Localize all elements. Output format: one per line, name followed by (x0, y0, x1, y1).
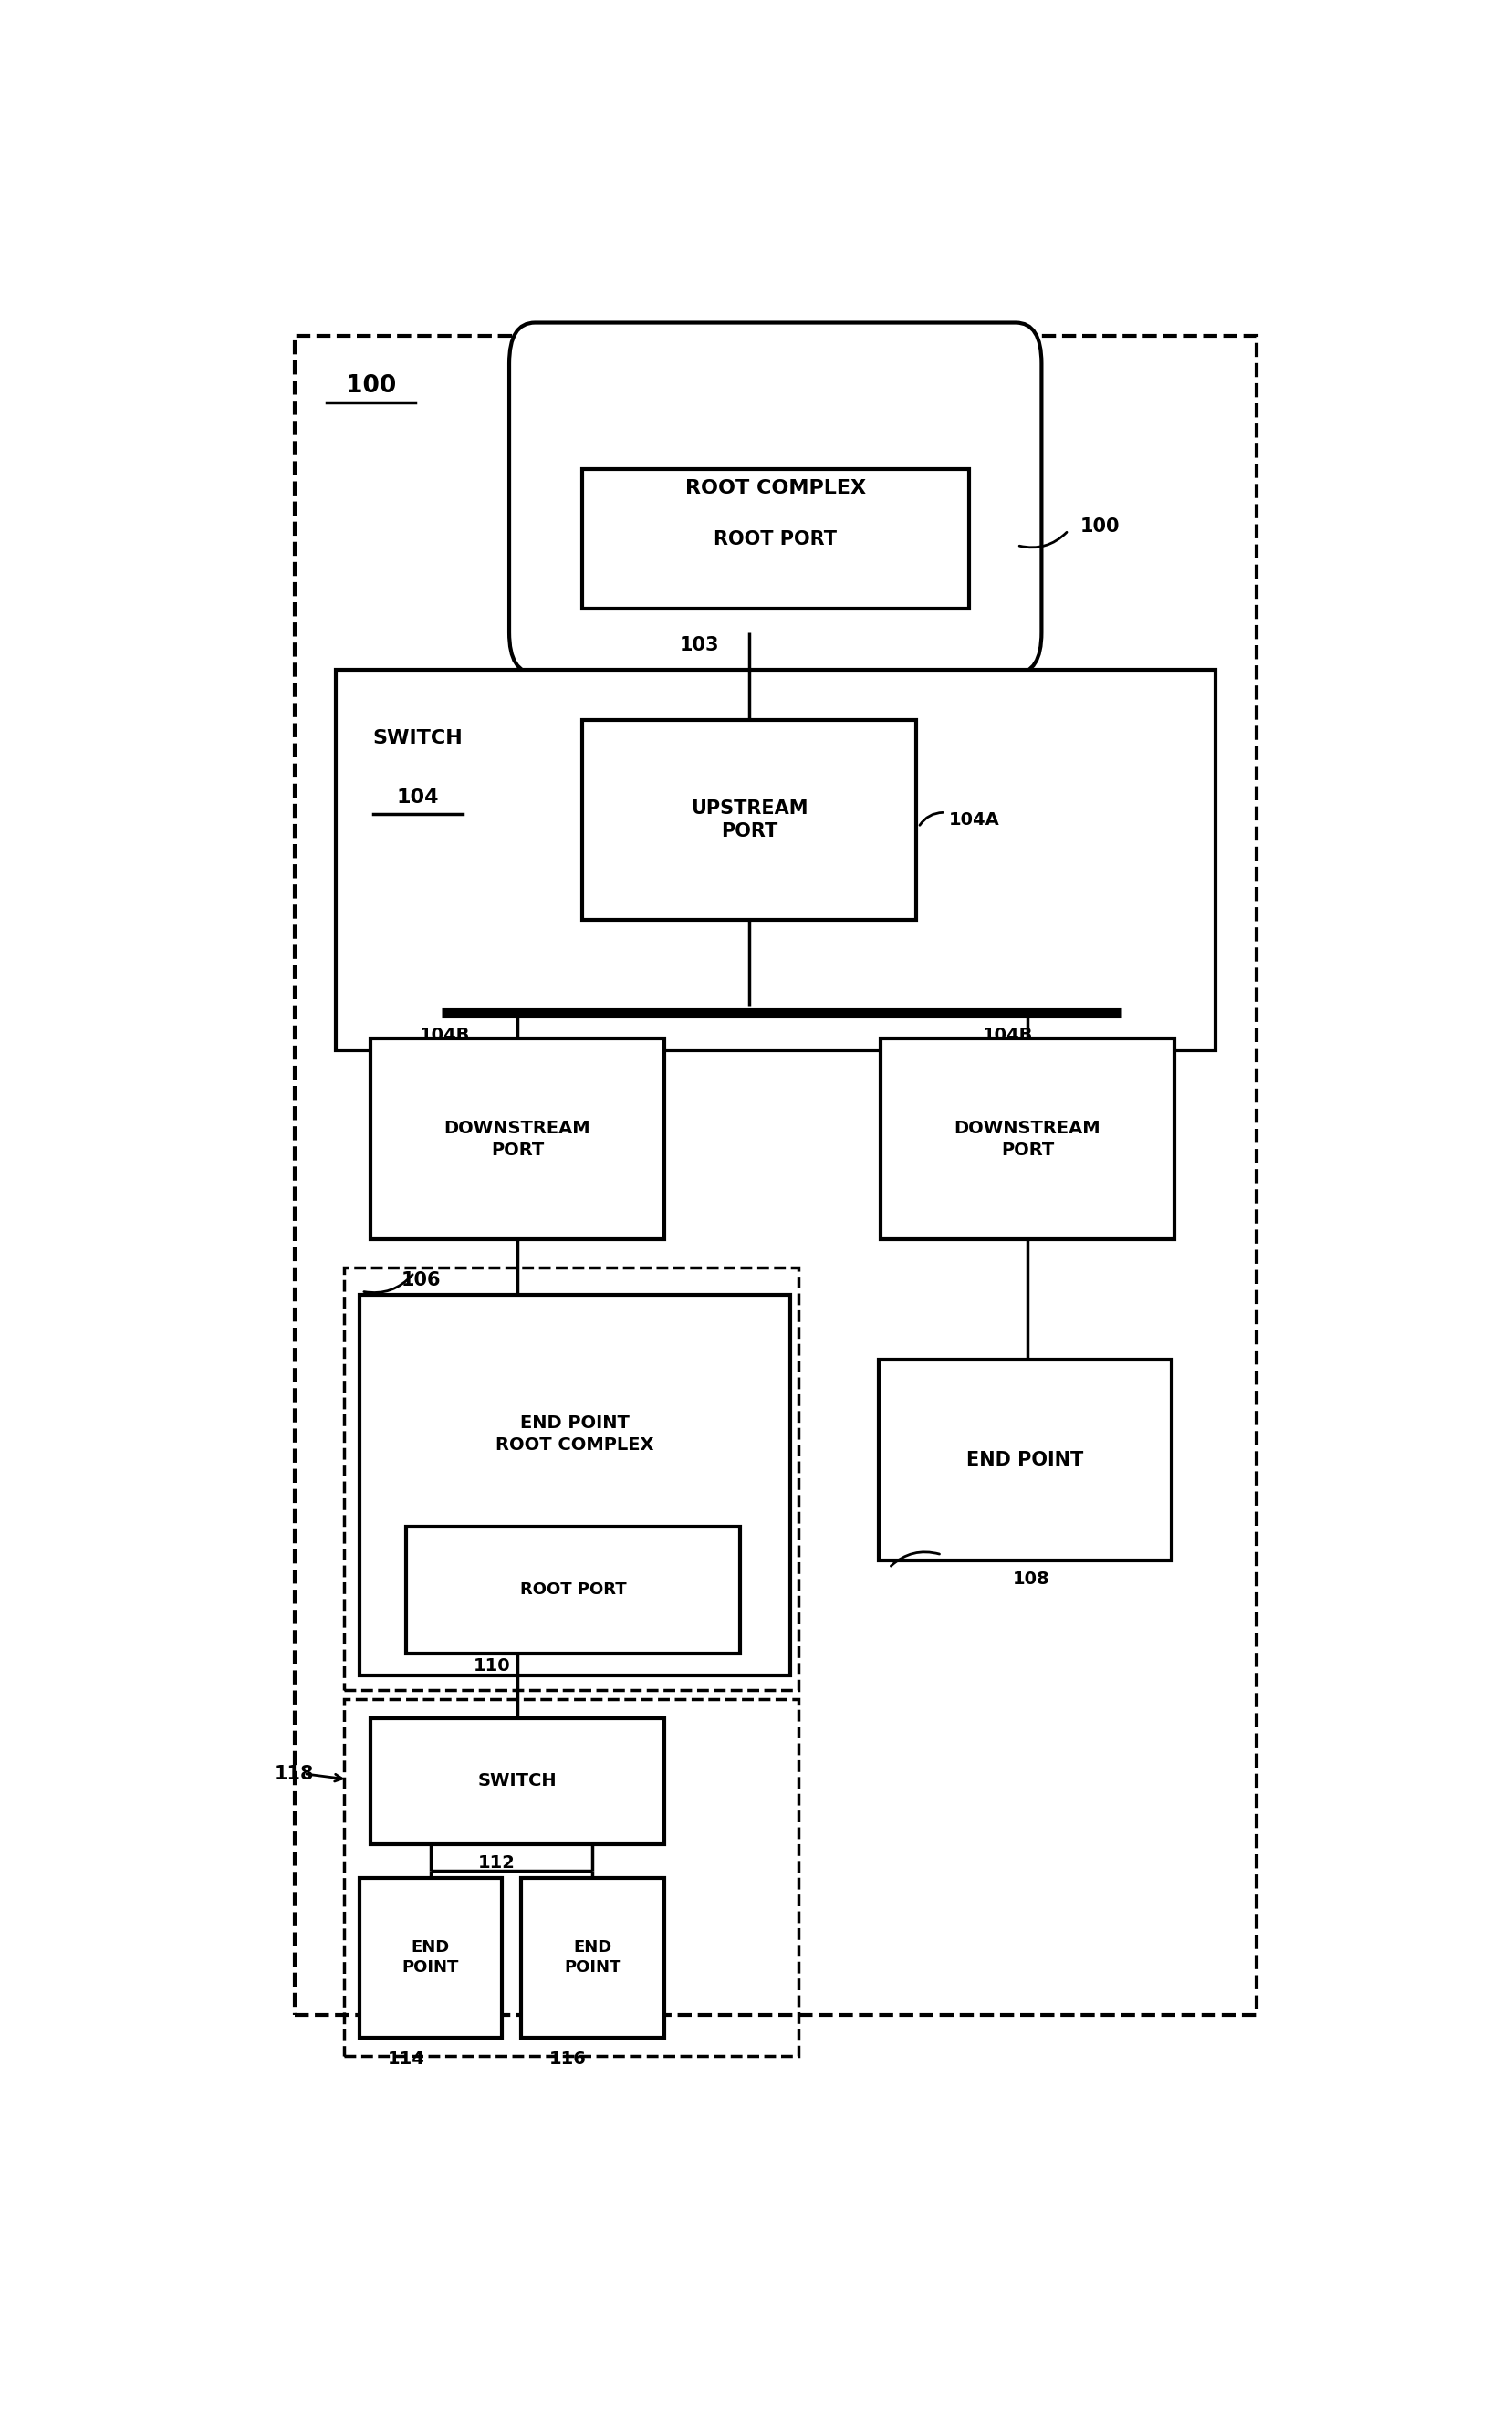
Text: SWITCH: SWITCH (372, 730, 463, 747)
FancyBboxPatch shape (582, 470, 968, 607)
Text: 118: 118 (275, 1764, 314, 1783)
FancyBboxPatch shape (370, 1718, 664, 1844)
Text: DOWNSTREAM
PORT: DOWNSTREAM PORT (445, 1121, 590, 1159)
Text: ROOT PORT: ROOT PORT (714, 530, 836, 549)
FancyBboxPatch shape (358, 1877, 502, 2036)
FancyBboxPatch shape (520, 1877, 664, 2036)
Text: 103: 103 (679, 636, 718, 656)
Text: 112: 112 (478, 1853, 514, 1873)
FancyBboxPatch shape (358, 1294, 791, 1675)
FancyBboxPatch shape (582, 721, 916, 921)
Text: END POINT
ROOT COMPLEX: END POINT ROOT COMPLEX (496, 1415, 653, 1453)
Text: 104: 104 (396, 788, 438, 807)
Text: ROOT PORT: ROOT PORT (520, 1581, 626, 1598)
Text: 100: 100 (345, 374, 396, 398)
Text: ROOT COMPLEX: ROOT COMPLEX (685, 480, 865, 496)
Text: END POINT: END POINT (966, 1451, 1083, 1470)
Text: 116: 116 (549, 2051, 587, 2068)
Text: 100: 100 (1080, 518, 1119, 535)
FancyBboxPatch shape (880, 1039, 1173, 1239)
Text: 104B: 104B (981, 1027, 1033, 1044)
Text: 104B: 104B (419, 1027, 470, 1044)
Text: 108: 108 (1012, 1571, 1049, 1588)
Text: 104A: 104A (948, 812, 999, 829)
FancyBboxPatch shape (405, 1528, 739, 1653)
Text: SWITCH: SWITCH (478, 1771, 556, 1791)
FancyBboxPatch shape (510, 323, 1040, 672)
FancyBboxPatch shape (370, 1039, 664, 1239)
FancyBboxPatch shape (336, 670, 1214, 1051)
Text: DOWNSTREAM
PORT: DOWNSTREAM PORT (954, 1121, 1101, 1159)
Text: END
POINT: END POINT (564, 1940, 620, 1976)
Text: 106: 106 (401, 1270, 442, 1289)
Text: END
POINT: END POINT (402, 1940, 458, 1976)
Text: 114: 114 (387, 2051, 425, 2068)
Text: 110: 110 (473, 1658, 510, 1675)
FancyBboxPatch shape (878, 1359, 1170, 1559)
Text: UPSTREAM
PORT: UPSTREAM PORT (691, 800, 807, 841)
